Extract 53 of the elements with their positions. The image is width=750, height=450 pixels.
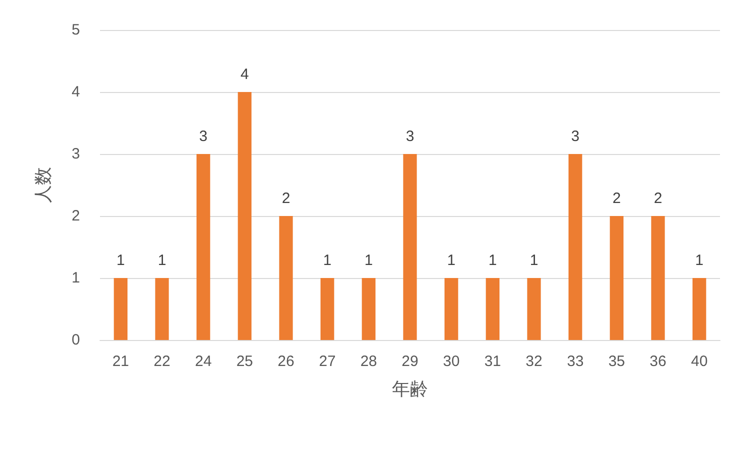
bar <box>444 278 458 340</box>
data-label: 4 <box>240 66 249 83</box>
x-tick-label: 35 <box>608 353 626 370</box>
y-tick-label: 3 <box>72 146 80 162</box>
y-tick-label: 0 <box>72 332 80 348</box>
x-tick-label: 27 <box>318 353 336 370</box>
x-tick-label: 28 <box>360 353 378 370</box>
y-tick-label: 1 <box>72 270 80 286</box>
bar <box>362 278 376 340</box>
y-tick-label: 2 <box>72 208 80 224</box>
bar <box>527 278 541 340</box>
x-tick-label: 33 <box>566 353 584 370</box>
x-tick-label: 26 <box>278 353 294 370</box>
bar <box>610 216 624 340</box>
data-label: 2 <box>282 190 290 207</box>
x-tick-label: 21 <box>112 353 130 370</box>
bar <box>568 154 582 340</box>
data-label: 1 <box>695 252 704 269</box>
bar <box>692 278 706 340</box>
x-tick-label: 40 <box>690 353 708 370</box>
data-label: 1 <box>323 252 332 269</box>
data-label: 1 <box>488 252 497 269</box>
x-tick-label: 30 <box>442 353 460 370</box>
data-label: 1 <box>447 252 456 269</box>
data-label: 2 <box>654 190 662 207</box>
data-label: 3 <box>571 128 580 145</box>
data-label: 1 <box>116 252 125 269</box>
data-label: 3 <box>406 128 414 145</box>
bar <box>279 216 293 340</box>
x-tick-label: 31 <box>484 353 502 370</box>
bar <box>320 278 334 340</box>
x-tick-label: 22 <box>154 353 170 370</box>
bar <box>114 278 128 340</box>
data-label: 1 <box>364 252 373 269</box>
data-label: 2 <box>612 190 621 207</box>
y-tick-label: 4 <box>72 84 80 100</box>
bar <box>651 216 665 340</box>
x-tick-label: 29 <box>402 353 418 370</box>
x-tick-label: 36 <box>650 353 666 370</box>
x-tick-label: 24 <box>194 353 212 370</box>
data-label: 1 <box>158 252 166 269</box>
y-axis-title: 人数 <box>33 167 53 203</box>
y-tick-label: 5 <box>72 22 80 38</box>
x-tick-label: 25 <box>236 353 254 370</box>
x-tick-label: 32 <box>526 353 542 370</box>
data-label: 1 <box>530 252 538 269</box>
bar <box>486 278 500 340</box>
data-label: 3 <box>199 128 208 145</box>
bar <box>196 154 210 340</box>
bar <box>403 154 417 340</box>
bar <box>155 278 169 340</box>
x-axis-title: 年齢 <box>392 379 428 399</box>
bar <box>238 92 252 340</box>
